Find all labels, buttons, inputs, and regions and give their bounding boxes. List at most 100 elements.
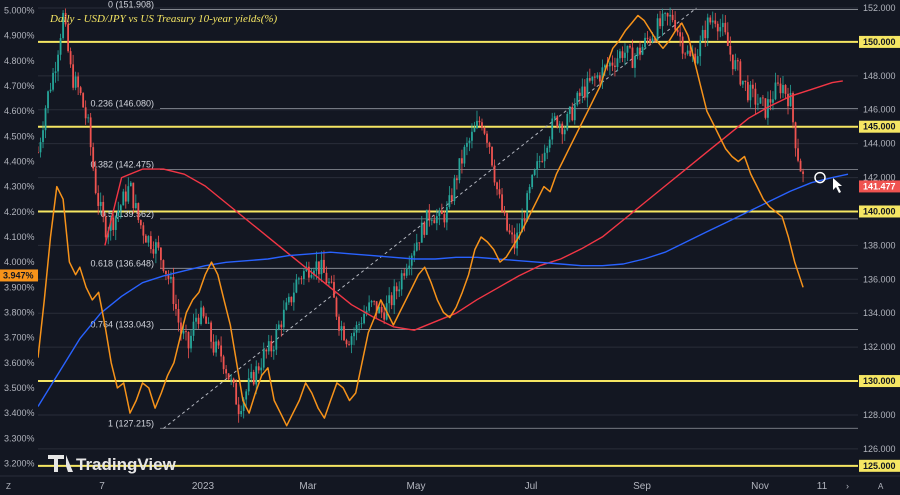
candle-body [142, 225, 145, 236]
candle-body [255, 366, 258, 385]
candle-body [175, 303, 177, 310]
candle-body [99, 201, 102, 206]
candle-body [461, 158, 463, 164]
chevron-right-icon[interactable]: › [846, 481, 849, 491]
candle-body [102, 201, 105, 217]
candle-body [49, 89, 52, 92]
candle-body [496, 182, 498, 190]
candle-body [739, 61, 742, 85]
candle-body [89, 117, 92, 148]
candle-body [360, 323, 363, 325]
candle-body [378, 306, 381, 314]
right-axis-tick-label: 148.000 [863, 71, 896, 81]
candle-body [383, 312, 386, 320]
candle-body [714, 20, 717, 24]
candle-body [82, 93, 85, 108]
right-axis-tick-label: 126.000 [863, 444, 896, 454]
candle-body [222, 356, 225, 370]
candle-body [368, 302, 371, 311]
candle-body [408, 265, 411, 269]
candle-body [757, 103, 759, 105]
candle-body [398, 289, 401, 292]
candle-body [257, 366, 260, 371]
candle-body [646, 37, 649, 39]
candle-body [548, 139, 551, 148]
right-axis-tick-label: 130.000 [863, 376, 896, 386]
candle-body [69, 51, 72, 65]
us10y-yield-line [37, 14, 804, 427]
candle-body [235, 383, 238, 405]
candle-body [443, 214, 446, 223]
candle-body [300, 278, 303, 280]
right-axis-tick-label: 144.000 [863, 139, 896, 149]
left-scale-toggle-icon[interactable]: Z [6, 482, 11, 491]
candle-body [335, 297, 338, 317]
candle-body [802, 171, 804, 174]
candle-body [659, 18, 661, 27]
left-axis-tick-label: 3.700% [4, 333, 35, 343]
candle-body [44, 108, 47, 131]
left-axis-tick-label: 4.900% [4, 31, 35, 41]
right-scale-toggle-icon[interactable]: A [878, 482, 884, 491]
fibonacci-retracement[interactable]: 0 (151.908) 0.236 (146.080) 0.382 (142.475… [90, 0, 858, 429]
candle-body [586, 78, 589, 98]
candle-body [345, 340, 348, 345]
time-scale[interactable]: 7 2023 Mar May Jul Sep Nov 11 Z A › [0, 475, 900, 492]
candle-body [388, 295, 391, 304]
candle-body [265, 349, 268, 352]
candle-body [355, 324, 358, 333]
trend-line[interactable] [163, 7, 697, 429]
candle-body [767, 99, 769, 118]
candle-body [684, 53, 687, 55]
candle-body [350, 336, 353, 345]
candle-body [210, 322, 212, 342]
right-level-badge [859, 205, 900, 218]
candle-body [144, 235, 147, 243]
candle-body [348, 344, 350, 346]
fib-level-label: 0.382 (142.475) [90, 160, 154, 170]
candle-body [476, 120, 478, 128]
candle-body [603, 65, 606, 68]
candle-body [373, 300, 376, 302]
candle-body [380, 306, 383, 313]
left-price-scale[interactable]: 5.000% 4.900% 4.800% 4.700% 4.600% 4.500% 4.40… [0, 0, 38, 495]
right-price-scale[interactable]: 152.000 150.000 148.000 146.000 145.000 144.0… [858, 0, 900, 495]
moving-averages [37, 80, 849, 407]
right-axis-tick-label: 125.000 [863, 461, 896, 471]
candle-body [42, 130, 44, 143]
candle-body [609, 62, 611, 67]
candle-body [711, 20, 714, 23]
candle-body [415, 242, 418, 251]
candle-body [631, 47, 634, 68]
candle-body [681, 36, 684, 54]
right-axis-tick-label: 138.000 [863, 240, 896, 250]
candle-body [591, 76, 594, 81]
candle-body [430, 220, 433, 221]
right-level-badge [859, 120, 900, 133]
candle-body [170, 276, 172, 279]
time-axis-tick-label: Mar [299, 481, 317, 492]
candle-body [403, 273, 406, 276]
candle-body [114, 216, 117, 230]
candle-body [195, 317, 197, 322]
candle-body [521, 218, 524, 233]
candle-body [491, 146, 493, 166]
candle-body [242, 399, 245, 411]
candle-body [578, 92, 581, 96]
candle-body [561, 123, 564, 135]
candle-body [343, 326, 345, 341]
candle-body [252, 371, 255, 385]
dashed-trend-line[interactable] [163, 7, 697, 429]
candle-body [473, 127, 476, 132]
candle-body [338, 316, 340, 331]
horizontal-levels [38, 40, 858, 467]
candle-body [563, 129, 566, 135]
candle-body [418, 242, 421, 244]
candle-body [149, 236, 152, 250]
yield-line-series [37, 14, 804, 427]
candle-body [754, 88, 757, 105]
candle-body [445, 207, 448, 223]
candle-body [315, 261, 318, 271]
candle-body [225, 369, 228, 374]
